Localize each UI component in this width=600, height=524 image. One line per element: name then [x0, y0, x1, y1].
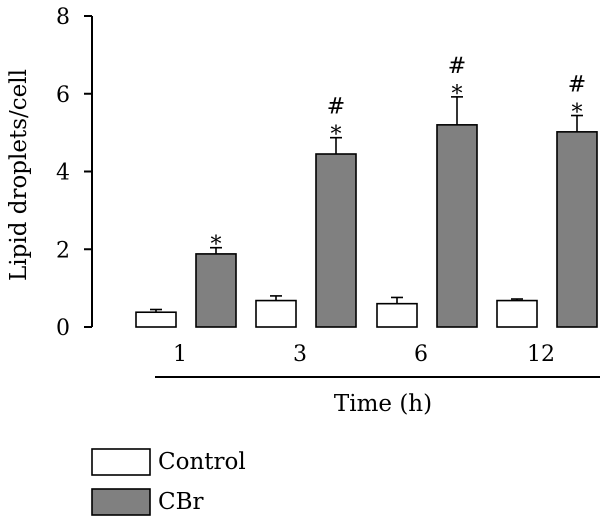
y-axis: 0 2 4 6 8	[56, 5, 93, 341]
legend-label-control: Control	[158, 449, 246, 475]
bar-cbr-12	[556, 131, 598, 328]
significance-markers: * # * # * # *	[211, 54, 587, 258]
hash-marker: #	[568, 73, 586, 98]
y-tick-label: 2	[56, 238, 70, 263]
bar-control-3	[255, 299, 297, 328]
x-tick-label: 12	[527, 342, 555, 367]
legend-label-cbr: CBr	[158, 489, 204, 515]
bar-control-6	[376, 302, 418, 328]
y-tick-label: 6	[56, 83, 70, 108]
x-tick-label: 6	[414, 342, 428, 367]
asterisk-marker: *	[452, 82, 463, 107]
asterisk-marker: *	[572, 101, 583, 126]
x-tick-label: 1	[173, 342, 187, 367]
legend-swatch-cbr	[91, 488, 151, 516]
y-axis-title: Lipid droplets/cell	[6, 69, 32, 281]
x-tick-label: 3	[293, 342, 307, 367]
error-bars	[150, 96, 583, 313]
hash-marker: #	[327, 95, 345, 120]
asterisk-marker: *	[211, 233, 222, 258]
x-axis-title: Time (h)	[334, 391, 432, 417]
bars	[135, 124, 598, 328]
y-tick-label: 4	[56, 161, 70, 186]
bar-control-1	[135, 311, 177, 328]
x-axis: 1 3 6 12	[155, 342, 600, 378]
legend-swatch-control	[91, 448, 151, 476]
bar-cbr-1	[195, 253, 237, 328]
bar-control-12	[496, 299, 538, 328]
y-tick-label: 0	[56, 316, 70, 341]
hash-marker: #	[448, 54, 466, 79]
y-tick-label: 8	[56, 5, 70, 30]
legend: Control CBr	[91, 448, 246, 516]
bar-cbr-3	[315, 153, 357, 328]
bar-cbr-6	[436, 124, 478, 328]
asterisk-marker: *	[331, 123, 342, 148]
